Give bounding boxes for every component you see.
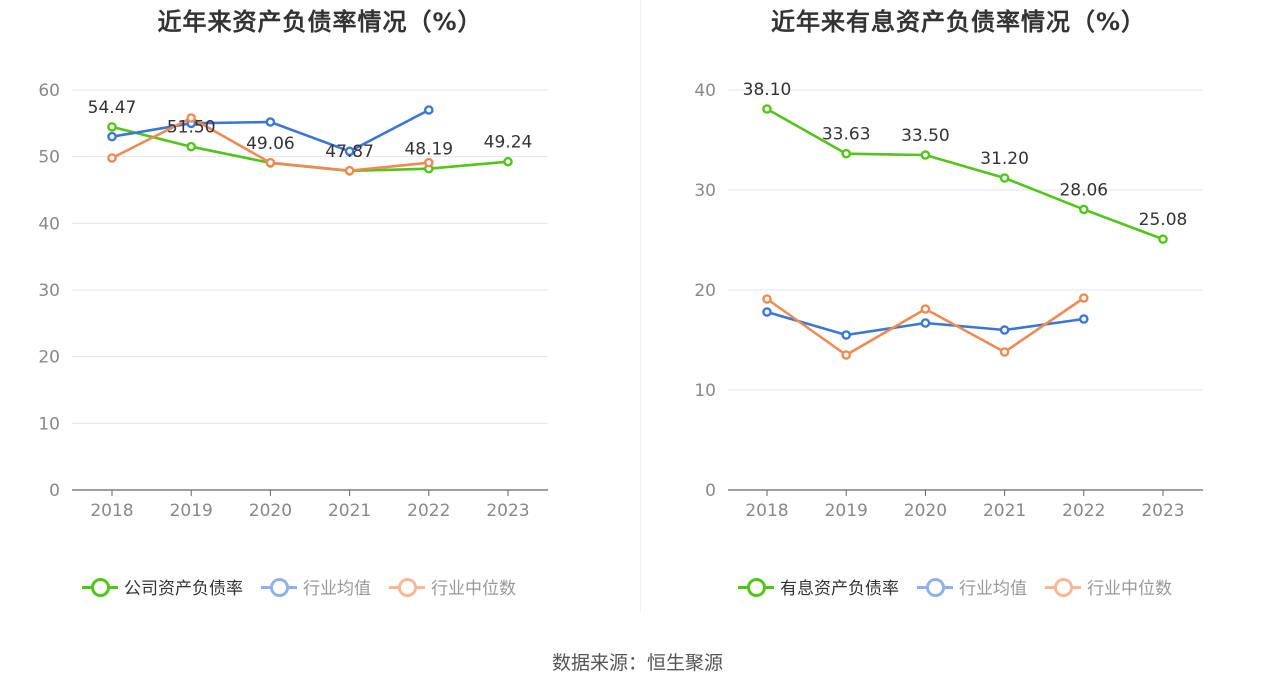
legend-item[interactable]: 行业均值 — [917, 574, 1027, 599]
left-chart-panel: 近年来资产负债率情况（%） 0 10 20 30 40 50 60 2018 2019 2020 2… — [0, 0, 640, 620]
x-tick-label: 2021 — [328, 501, 371, 521]
y-tick-label: 30 — [38, 281, 60, 301]
data-point — [920, 318, 931, 328]
data-label: 51.50 — [167, 118, 216, 138]
legend-label: 行业均值 — [303, 579, 371, 599]
data-point — [503, 156, 513, 167]
x-tick-label: 2020 — [904, 501, 947, 521]
data-point — [841, 148, 851, 159]
y-tick-label: 20 — [38, 348, 60, 368]
x-tick-label: 2022 — [1062, 501, 1105, 521]
x-tick-label: 2020 — [249, 501, 292, 521]
data-point — [1078, 293, 1089, 303]
series-line — [766, 107, 1164, 241]
legend-label: 行业中位数 — [1087, 579, 1172, 599]
y-tick-label: 30 — [694, 181, 716, 201]
legend-item[interactable]: 行业中位数 — [1045, 574, 1172, 599]
data-label: 33.50 — [901, 126, 950, 146]
data-point — [186, 141, 196, 152]
legend-item[interactable]: 行业均值 — [261, 574, 371, 599]
data-point — [1158, 234, 1168, 244]
y-tick-label: 0 — [49, 481, 60, 501]
data-label: 31.20 — [980, 149, 1029, 169]
data-point — [999, 347, 1010, 357]
legend-swatch-icon — [738, 577, 774, 597]
data-label: 49.24 — [484, 133, 533, 153]
legend-label: 公司资产负债率 — [124, 579, 243, 599]
chart-legend: 公司资产负债率 行业均值 行业中位数 — [82, 574, 516, 599]
data-label: 38.10 — [743, 80, 792, 100]
chart-legend: 有息资产负债率 行业均值 行业中位数 — [738, 574, 1172, 599]
data-label: 49.06 — [246, 134, 295, 154]
data-point — [920, 304, 931, 314]
x-tick-label: 2018 — [745, 501, 788, 521]
x-tick-label: 2022 — [407, 501, 450, 521]
legend-item[interactable]: 行业中位数 — [389, 574, 516, 599]
data-point — [107, 122, 117, 132]
legend-item[interactable]: 公司资产负债率 — [82, 574, 243, 599]
y-tick-label: 10 — [694, 381, 716, 401]
data-point — [841, 330, 851, 340]
data-label: 28.06 — [1059, 180, 1108, 200]
data-point — [999, 173, 1010, 183]
y-tick-label: 60 — [38, 81, 60, 101]
data-label: 48.19 — [404, 140, 453, 160]
x-tick-label: 2019 — [170, 501, 213, 521]
x-tick-label: 2023 — [486, 501, 529, 521]
legend-swatch-icon — [1045, 577, 1081, 597]
legend-label: 有息资产负债率 — [780, 579, 899, 599]
legend-swatch-icon — [82, 577, 118, 597]
data-point — [423, 105, 434, 115]
data-point — [841, 350, 851, 360]
data-point — [762, 294, 772, 304]
chart-title: 近年来资产负债率情况（%） — [157, 8, 483, 36]
y-tick-label: 10 — [38, 414, 60, 434]
y-tick-label: 50 — [38, 148, 60, 168]
legend-label: 行业均值 — [959, 579, 1027, 599]
x-tick-label: 2023 — [1141, 501, 1184, 521]
y-tick-label: 20 — [694, 281, 716, 301]
data-label: 54.47 — [88, 98, 137, 118]
chart-title: 近年来有息资产负债率情况（%） — [770, 8, 1147, 36]
legend-swatch-icon — [917, 577, 953, 597]
y-tick-label: 40 — [694, 81, 716, 101]
data-point — [423, 157, 434, 168]
legend-swatch-icon — [261, 577, 297, 597]
data-point — [107, 153, 117, 163]
y-tick-label: 0 — [705, 481, 716, 501]
data-point — [265, 157, 276, 168]
x-tick-label: 2019 — [825, 501, 868, 521]
data-label: 47.87 — [325, 142, 374, 162]
y-tick-label: 40 — [38, 214, 60, 234]
data-label: 33.63 — [822, 125, 871, 145]
data-point — [762, 307, 772, 317]
data-point — [107, 131, 117, 142]
x-tick-label: 2021 — [983, 501, 1026, 521]
interest-bearing-liability-chart: 0 10 20 30 40 2018 2019 2020 2021 2022 2023 38.10 33… — [694, 80, 1203, 521]
panel-divider — [640, 0, 641, 612]
data-point — [1078, 314, 1089, 324]
x-tick-label: 2018 — [90, 501, 133, 521]
data-point — [265, 117, 276, 127]
data-point — [999, 325, 1010, 335]
legend-label: 行业中位数 — [431, 579, 516, 599]
data-point — [920, 150, 931, 160]
data-point — [344, 146, 355, 157]
legend-item[interactable]: 有息资产负债率 — [738, 574, 899, 599]
data-source-note: 数据来源：恒生聚源 — [551, 652, 723, 674]
data-label: 25.08 — [1139, 210, 1188, 230]
data-point — [1078, 204, 1089, 215]
data-point — [344, 165, 355, 176]
data-point — [186, 113, 196, 123]
asset-liability-chart: 0 10 20 30 40 50 60 2018 2019 2020 2021 2022 2023 54.… — [38, 81, 548, 521]
right-chart-panel: 近年来有息资产负债率情况（%） 0 10 20 30 40 2018 2019 2020 202… — [642, 0, 1275, 620]
data-point — [762, 104, 772, 114]
legend-swatch-icon — [389, 577, 425, 597]
